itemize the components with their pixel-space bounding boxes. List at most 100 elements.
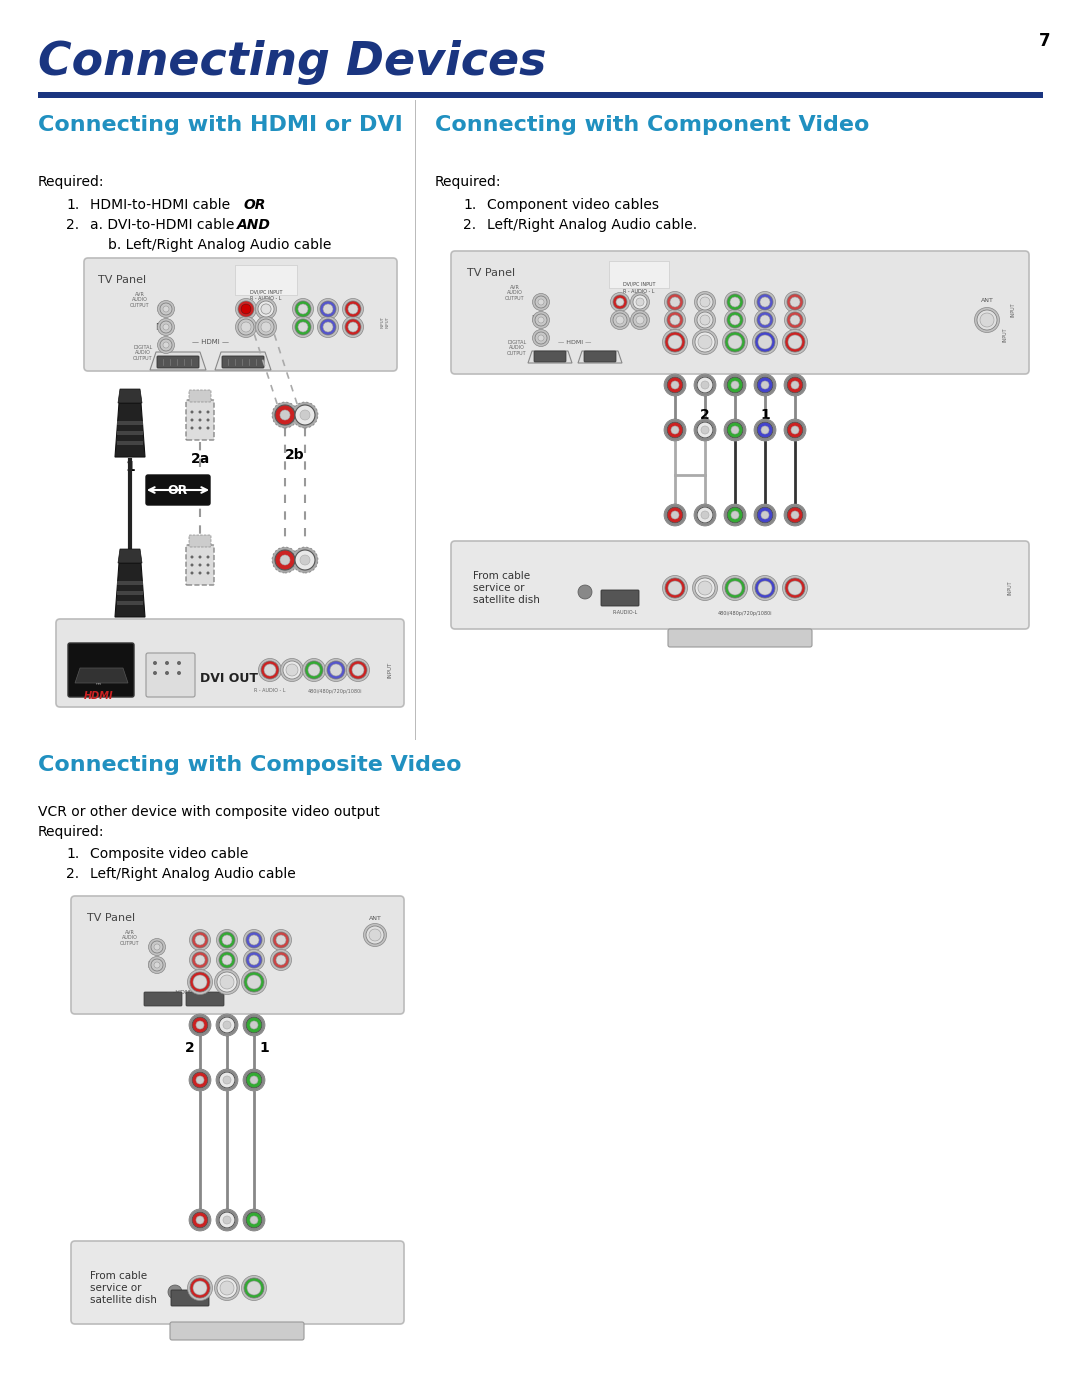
Circle shape	[352, 664, 364, 676]
Circle shape	[342, 317, 364, 338]
Circle shape	[241, 321, 251, 332]
Circle shape	[199, 556, 202, 559]
Text: L: L	[149, 943, 153, 951]
FancyBboxPatch shape	[146, 652, 195, 697]
Circle shape	[276, 935, 286, 944]
Circle shape	[727, 422, 743, 439]
Circle shape	[613, 313, 627, 327]
FancyBboxPatch shape	[146, 475, 210, 504]
FancyBboxPatch shape	[186, 992, 224, 1006]
Circle shape	[788, 581, 802, 595]
Circle shape	[667, 422, 683, 439]
Circle shape	[243, 1208, 265, 1231]
Circle shape	[195, 1215, 204, 1224]
Circle shape	[217, 972, 237, 992]
Circle shape	[977, 310, 997, 330]
Text: INPUT: INPUT	[1008, 581, 1013, 595]
Circle shape	[698, 335, 712, 349]
Circle shape	[177, 671, 181, 675]
Circle shape	[242, 1275, 267, 1301]
Circle shape	[160, 339, 172, 351]
Circle shape	[725, 332, 745, 352]
Bar	[117, 581, 143, 585]
Text: a. DVI-to-HDMI cable: a. DVI-to-HDMI cable	[90, 218, 239, 232]
Circle shape	[725, 310, 745, 331]
Circle shape	[153, 671, 157, 675]
Circle shape	[671, 381, 679, 388]
Text: R: R	[156, 323, 161, 331]
Text: From cable
service or
satellite dish: From cable service or satellite dish	[473, 570, 540, 605]
Bar	[117, 591, 143, 595]
Circle shape	[616, 298, 624, 306]
Circle shape	[163, 342, 168, 348]
Circle shape	[664, 310, 686, 331]
Circle shape	[535, 296, 546, 307]
Circle shape	[791, 426, 799, 434]
Circle shape	[193, 975, 207, 989]
Circle shape	[280, 555, 291, 564]
Text: 1.: 1.	[66, 198, 79, 212]
Circle shape	[302, 658, 325, 682]
FancyBboxPatch shape	[235, 265, 297, 295]
Circle shape	[244, 1278, 264, 1298]
Circle shape	[158, 319, 175, 335]
Text: Connecting Devices: Connecting Devices	[38, 41, 546, 85]
Circle shape	[163, 324, 168, 330]
Circle shape	[219, 1071, 235, 1088]
Circle shape	[669, 581, 681, 595]
Circle shape	[241, 305, 251, 314]
Polygon shape	[215, 352, 271, 370]
Text: L: L	[532, 298, 537, 306]
Circle shape	[784, 374, 806, 395]
FancyBboxPatch shape	[157, 356, 199, 367]
Circle shape	[244, 972, 264, 992]
Text: 2: 2	[185, 1041, 194, 1055]
Circle shape	[246, 1017, 262, 1032]
Circle shape	[787, 293, 804, 310]
Circle shape	[364, 923, 387, 947]
Circle shape	[216, 1208, 238, 1231]
Polygon shape	[114, 402, 145, 457]
Text: 2a: 2a	[190, 453, 210, 467]
Circle shape	[188, 1275, 213, 1301]
FancyBboxPatch shape	[451, 541, 1029, 629]
Circle shape	[199, 419, 202, 422]
Circle shape	[667, 377, 683, 393]
Circle shape	[222, 935, 232, 944]
Text: 7: 7	[1038, 32, 1050, 50]
Circle shape	[670, 314, 680, 326]
Circle shape	[697, 377, 713, 393]
Circle shape	[154, 963, 160, 968]
Circle shape	[616, 316, 624, 324]
Text: OR: OR	[167, 483, 188, 496]
Text: 2b: 2b	[285, 448, 305, 462]
Circle shape	[206, 411, 210, 414]
Text: INPUT: INPUT	[388, 662, 392, 678]
FancyBboxPatch shape	[600, 590, 639, 606]
Text: INPUT: INPUT	[1002, 328, 1008, 342]
Circle shape	[220, 1281, 234, 1295]
Circle shape	[696, 578, 715, 598]
Circle shape	[664, 292, 686, 313]
Circle shape	[188, 970, 213, 995]
Circle shape	[727, 293, 743, 310]
Text: From cable
service or
satellite dish: From cable service or satellite dish	[90, 1271, 157, 1305]
Circle shape	[980, 313, 994, 327]
Polygon shape	[75, 668, 129, 683]
Polygon shape	[150, 352, 206, 370]
Text: 1: 1	[760, 408, 770, 422]
FancyBboxPatch shape	[451, 251, 1029, 374]
Circle shape	[671, 511, 679, 520]
Circle shape	[273, 951, 289, 968]
Circle shape	[694, 292, 715, 313]
Circle shape	[272, 402, 298, 427]
Circle shape	[298, 321, 308, 332]
Circle shape	[723, 576, 747, 601]
Circle shape	[219, 1017, 235, 1032]
Circle shape	[295, 550, 315, 570]
Text: R: R	[531, 316, 537, 324]
Text: Required:: Required:	[38, 175, 105, 189]
Circle shape	[787, 312, 804, 328]
Circle shape	[696, 332, 715, 352]
Circle shape	[662, 330, 688, 355]
